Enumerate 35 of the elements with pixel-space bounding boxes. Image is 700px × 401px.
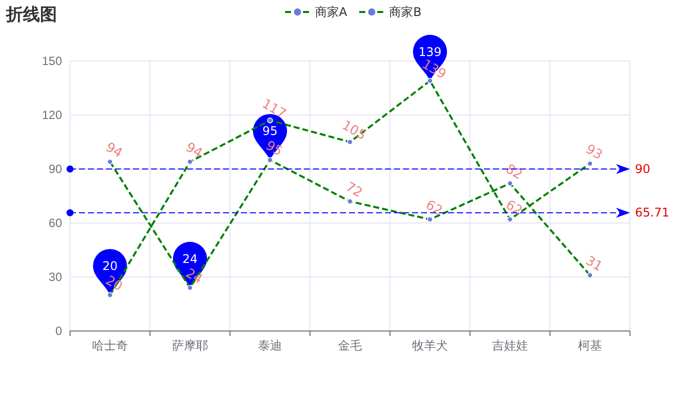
legend-label: 商家B (389, 5, 422, 19)
data-label: 117 (259, 96, 288, 122)
y-tick-label: 60 (48, 216, 62, 230)
x-tick-label: 牧羊犬 (412, 338, 448, 353)
annotation: 139 (418, 44, 442, 59)
data-label: 62 (502, 198, 525, 219)
data-label: 139 (419, 57, 448, 82)
y-tick-label: 90 (48, 162, 62, 176)
chart-title: 折线图 (5, 5, 57, 25)
y-tick-label: 120 (42, 108, 62, 122)
data-label: 31 (582, 254, 605, 275)
data-label: 24 (182, 266, 205, 288)
ref-line-label: 65.71 (635, 206, 670, 220)
annotation: 20 (102, 259, 118, 273)
y-tick-label: 30 (48, 270, 62, 284)
annotation: 95 (262, 124, 278, 138)
x-tick-label: 泰迪 (258, 338, 282, 353)
x-tick-label: 哈士奇 (92, 338, 128, 353)
ref-line-label: 90 (635, 162, 650, 176)
x-tick-label: 柯基 (578, 338, 602, 353)
x-tick-label: 金毛 (338, 338, 362, 353)
data-label: 94 (182, 140, 205, 162)
data-label: 72 (342, 180, 365, 201)
legend-label: 商家A (315, 5, 348, 19)
data-label: 94 (102, 140, 125, 162)
annotation: 24 (182, 252, 198, 266)
data-label: 105 (339, 118, 368, 144)
y-tick-label: 150 (42, 54, 62, 68)
data-label: 62 (422, 198, 445, 219)
x-tick-label: 吉娃娃 (492, 338, 528, 353)
y-tick-label: 0 (55, 324, 62, 338)
data-label: 95 (262, 138, 285, 160)
data-label: 20 (102, 273, 125, 295)
data-label: 93 (582, 142, 605, 164)
x-tick-label: 萨摩耶 (172, 338, 208, 353)
